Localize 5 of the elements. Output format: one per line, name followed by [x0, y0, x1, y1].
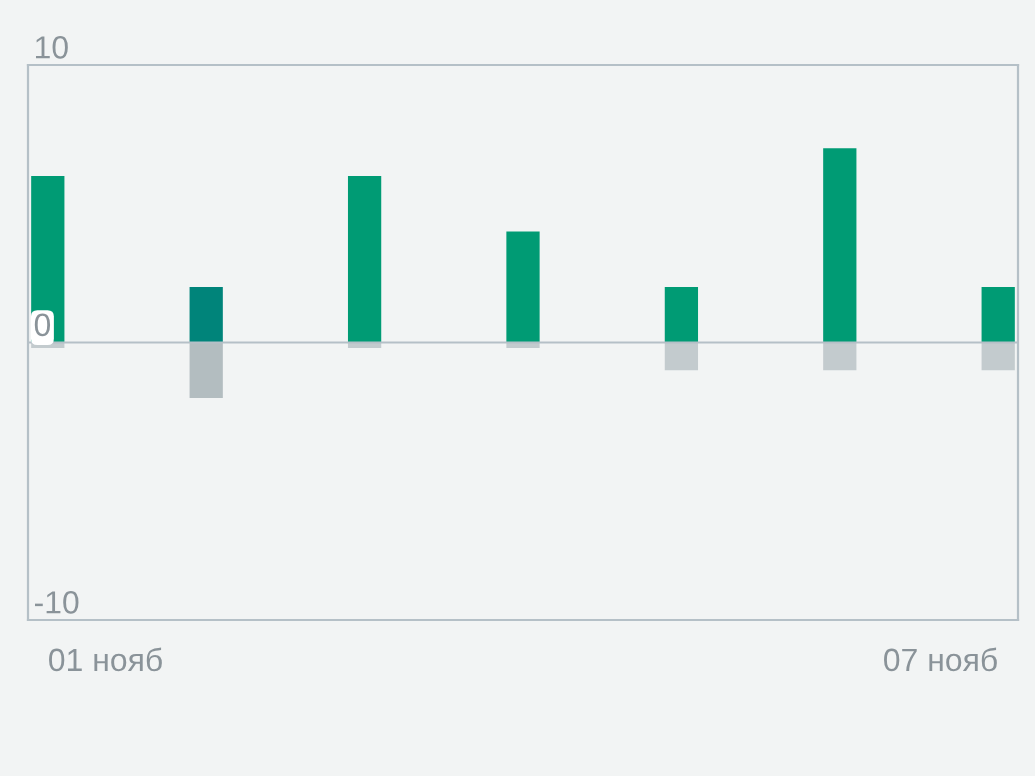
y-tick-label: 0: [34, 313, 51, 337]
x-tick-label: 07 нояб: [884, 647, 997, 672]
y-tick-label: 10: [35, 36, 68, 59]
x-tick-label: 01 нояб: [49, 647, 162, 672]
y-tick-label: -10: [34, 591, 79, 614]
